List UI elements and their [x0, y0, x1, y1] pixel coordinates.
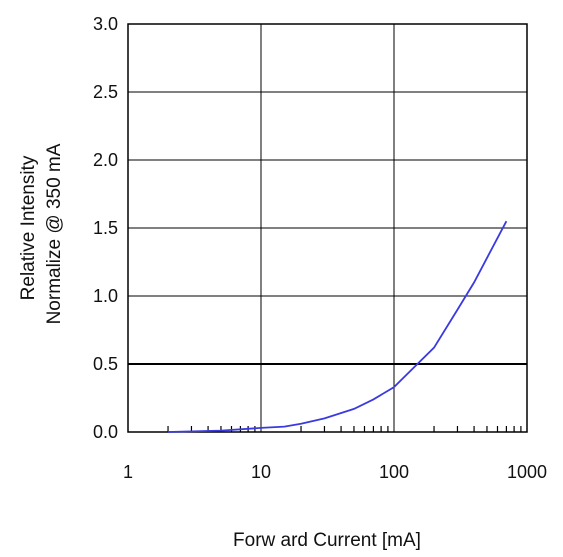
y-tick-label: 2.5: [93, 82, 118, 102]
x-tick-label: 10: [251, 462, 271, 482]
x-tick-label: 100: [379, 462, 409, 482]
series-line: [167, 220, 508, 433]
y-tick-label: 0.5: [93, 354, 118, 374]
grid-lines: [127, 23, 528, 433]
x-tick-label: 1000: [507, 462, 547, 482]
y-tick-label: 2.0: [93, 150, 118, 170]
x-tick-labels: 1 10 100 1000: [123, 462, 547, 482]
plot-frame: [127, 23, 528, 433]
y-tick-label: 3.0: [93, 14, 118, 34]
x-axis-label: Forw ard Current [mA]: [233, 530, 421, 551]
y-tick-labels: 0.0 0.5 1.0 1.5 2.0 2.5 3.0: [93, 14, 118, 442]
y-tick-label: 1.5: [93, 218, 118, 238]
y-tick-label: 1.0: [93, 286, 118, 306]
y-axis-label-line-2: Normalize @ 350 mA: [44, 143, 65, 324]
x-tick-label: 1: [123, 462, 133, 482]
y-axis-label-line-1: Relative Intensity: [18, 155, 39, 300]
y-tick-label: 0.0: [93, 422, 118, 442]
